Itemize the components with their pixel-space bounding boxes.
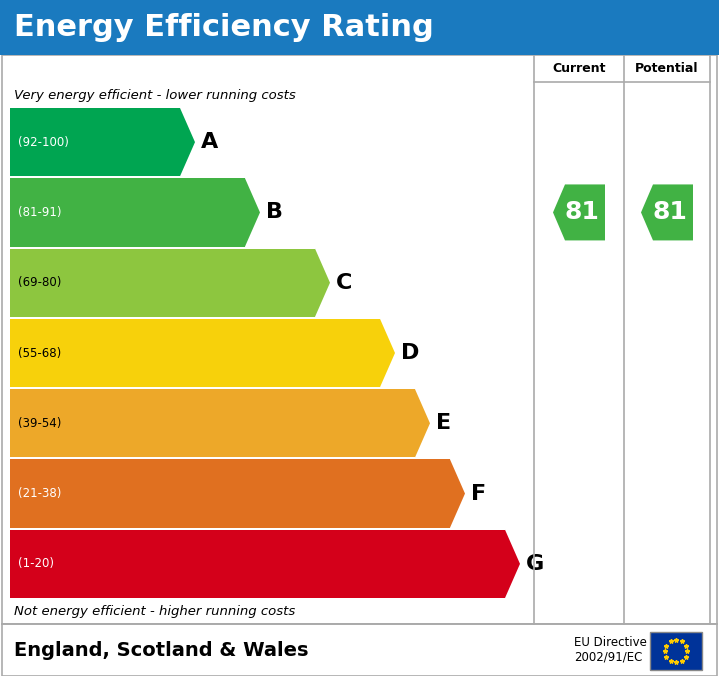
Text: Current: Current bbox=[552, 62, 605, 76]
Text: 81: 81 bbox=[653, 200, 687, 224]
Text: Not energy efficient - higher running costs: Not energy efficient - higher running co… bbox=[14, 604, 296, 617]
Bar bbox=[0, 0, 719, 55]
Polygon shape bbox=[180, 108, 195, 176]
Text: (81-91): (81-91) bbox=[18, 206, 62, 219]
Polygon shape bbox=[641, 185, 693, 241]
Bar bbox=[2, 624, 717, 676]
Text: Very energy efficient - lower running costs: Very energy efficient - lower running co… bbox=[14, 89, 296, 101]
Text: E: E bbox=[436, 413, 451, 433]
Bar bbox=[10, 460, 450, 528]
Text: (92-100): (92-100) bbox=[18, 136, 69, 149]
Text: (21-38): (21-38) bbox=[18, 487, 61, 500]
Text: (1-20): (1-20) bbox=[18, 557, 54, 571]
Text: 2002/91/EC: 2002/91/EC bbox=[574, 650, 642, 664]
Text: England, Scotland & Wales: England, Scotland & Wales bbox=[14, 640, 308, 660]
Bar bbox=[10, 249, 315, 317]
Text: (39-54): (39-54) bbox=[18, 417, 61, 430]
Text: B: B bbox=[266, 202, 283, 222]
Polygon shape bbox=[450, 460, 465, 528]
Text: EU Directive: EU Directive bbox=[574, 637, 647, 650]
Polygon shape bbox=[505, 530, 520, 598]
Bar bbox=[10, 108, 180, 176]
Bar bbox=[2, 55, 717, 624]
Text: (55-68): (55-68) bbox=[18, 347, 61, 360]
Bar bbox=[10, 389, 415, 458]
Text: Energy Efficiency Rating: Energy Efficiency Rating bbox=[14, 13, 434, 42]
Text: A: A bbox=[201, 132, 219, 152]
Bar bbox=[650, 632, 702, 670]
Text: D: D bbox=[401, 343, 419, 363]
Polygon shape bbox=[380, 319, 395, 387]
Text: Potential: Potential bbox=[636, 62, 699, 76]
Polygon shape bbox=[553, 185, 605, 241]
Text: G: G bbox=[526, 554, 544, 574]
Bar bbox=[10, 530, 505, 598]
Text: F: F bbox=[471, 483, 486, 504]
Bar bbox=[10, 178, 245, 247]
Text: C: C bbox=[336, 272, 352, 293]
Text: (69-80): (69-80) bbox=[18, 276, 61, 289]
Polygon shape bbox=[315, 249, 330, 317]
Bar bbox=[10, 319, 380, 387]
Polygon shape bbox=[245, 178, 260, 247]
Polygon shape bbox=[415, 389, 430, 458]
Text: 81: 81 bbox=[564, 200, 600, 224]
